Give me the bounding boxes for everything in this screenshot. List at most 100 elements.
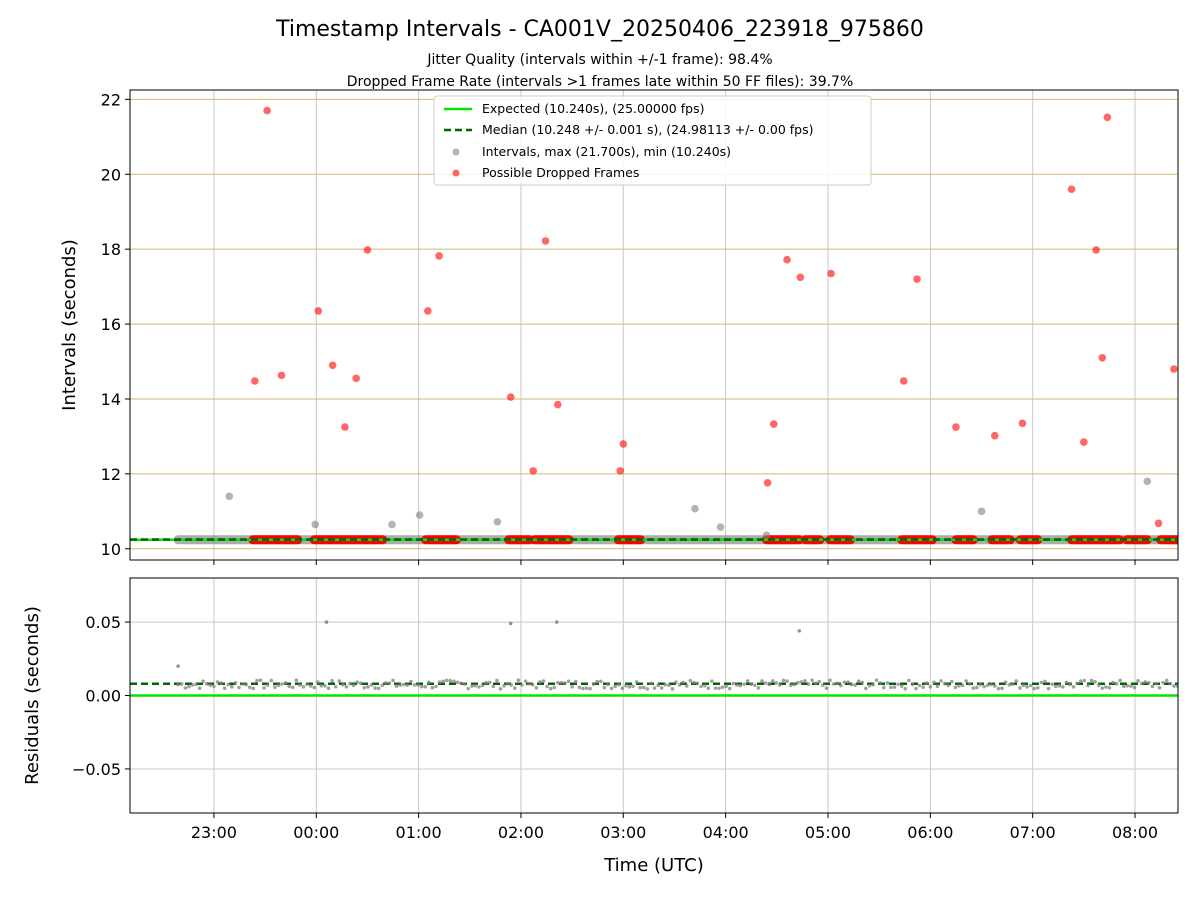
chart-subtitle-jitter: Jitter Quality (intervals within +/-1 fr…	[426, 52, 772, 68]
residual-point	[1175, 684, 1178, 688]
residual-point	[634, 680, 639, 684]
residual-point	[459, 681, 463, 686]
residual-point	[985, 683, 990, 688]
residual-point	[230, 685, 234, 689]
residual-outlier-point	[554, 620, 559, 624]
residual-point	[527, 681, 531, 686]
residual-point	[667, 683, 671, 688]
y-tick-label: 16	[101, 315, 121, 334]
residual-point	[838, 683, 843, 688]
residual-point	[1061, 685, 1065, 689]
residual-point	[244, 682, 248, 687]
residual-point	[330, 678, 334, 683]
residual-point	[355, 680, 360, 685]
residual-point	[344, 685, 349, 689]
residual-point	[1104, 685, 1108, 689]
residual-point	[720, 685, 725, 690]
top-y-axis-label: Intervals (seconds)	[59, 239, 80, 411]
legend-median-label: Median (10.248 +/- 0.001 s), (24.98113 +…	[482, 122, 813, 137]
residual-point	[337, 679, 342, 683]
residual-point	[770, 679, 775, 683]
dropped-frame-point	[424, 307, 432, 315]
legend-dropped-swatch	[452, 169, 460, 177]
residual-point	[448, 678, 453, 683]
residual-point	[1154, 681, 1158, 686]
dropped-frame-point	[363, 246, 372, 254]
residual-point	[1003, 680, 1008, 685]
dropped-frame-point	[341, 423, 349, 431]
residual-point	[308, 684, 313, 688]
legend-dropped-label: Possible Dropped Frames	[482, 165, 639, 180]
plot-area	[130, 620, 1178, 697]
residual-point	[391, 678, 395, 683]
residual-point	[788, 683, 793, 688]
residual-point	[333, 684, 338, 689]
legend-box	[433, 95, 872, 186]
residual-point	[795, 680, 800, 685]
dropped-frame-point	[796, 273, 805, 282]
residual-point	[910, 682, 915, 687]
residual-point	[1028, 683, 1033, 688]
residual-point	[810, 678, 814, 682]
residual-point	[176, 682, 180, 687]
residual-point	[792, 682, 797, 687]
residual-point	[688, 678, 693, 683]
residual-point	[627, 685, 632, 689]
residual-point	[208, 683, 213, 688]
residual-point	[441, 679, 445, 684]
residual-point	[477, 685, 481, 689]
residual-point	[523, 679, 528, 684]
residual-point	[294, 678, 299, 683]
residual-point	[710, 679, 714, 683]
residual-point	[502, 683, 506, 688]
residual-point	[187, 684, 191, 689]
residual-point	[509, 683, 514, 687]
x-tick-label: 00:00	[293, 823, 339, 842]
residual-point	[455, 680, 460, 685]
dropped-frame-point	[263, 106, 271, 115]
residual-point	[233, 681, 238, 685]
residual-point	[179, 682, 184, 686]
residual-point	[584, 686, 589, 690]
residual-point	[1000, 686, 1004, 691]
residual-point	[971, 686, 976, 690]
residual-point	[1035, 685, 1040, 690]
residual-point	[745, 679, 750, 683]
residual-point	[717, 686, 721, 691]
residual-point	[692, 680, 696, 685]
dropped-frame-point	[783, 255, 791, 264]
residual-point	[530, 682, 535, 687]
residual-point	[824, 686, 829, 691]
residual-outlier-point	[176, 664, 180, 668]
residual-point	[846, 680, 850, 684]
residual-point	[495, 678, 499, 683]
x-tick-label: 01:00	[396, 823, 442, 842]
residual-point	[516, 678, 521, 682]
residual-point	[434, 684, 438, 689]
residual-point	[785, 679, 789, 683]
residual-point	[928, 685, 933, 689]
residual-point	[312, 685, 317, 690]
residual-point	[1164, 678, 1169, 683]
residual-point	[462, 682, 467, 686]
residual-point	[849, 682, 854, 687]
dropped-frame-point	[991, 431, 999, 440]
residual-point	[437, 680, 442, 684]
residual-point	[1114, 681, 1119, 686]
residual-point	[427, 680, 431, 685]
residual-point	[480, 683, 485, 688]
residual-point	[405, 683, 410, 687]
residual-point	[305, 682, 309, 686]
dropped-frame-point	[314, 307, 323, 315]
residual-point	[1157, 685, 1162, 690]
residual-point	[1089, 678, 1094, 683]
residual-point	[1078, 679, 1083, 683]
interval-point	[311, 520, 320, 529]
residual-outlier-point	[508, 621, 513, 626]
residual-point	[430, 685, 435, 690]
bottom-y-axis-label: Residuals (seconds)	[22, 606, 43, 785]
y-tick-label: 22	[101, 90, 121, 109]
residual-point	[602, 685, 607, 690]
residual-point	[452, 679, 456, 684]
residual-point	[702, 683, 707, 688]
